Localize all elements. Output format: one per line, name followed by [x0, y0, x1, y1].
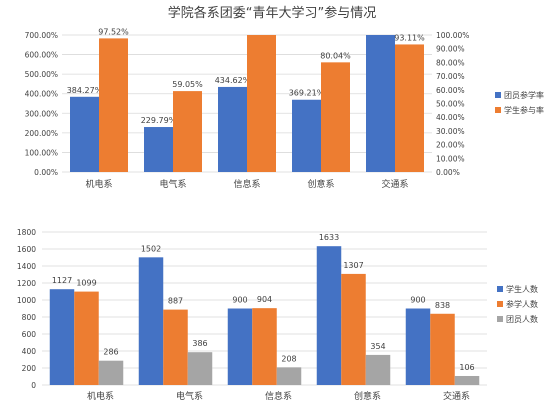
chart1-right-tick-label: 80.00% — [436, 58, 465, 67]
chart1-category-label: 创意系 — [307, 178, 334, 190]
chart2-legend-label: 团员人数 — [506, 314, 538, 324]
chart1-bar — [99, 38, 128, 172]
chart2-data-label: 1633 — [319, 233, 339, 242]
chart2-category-label: 电气系 — [176, 390, 203, 402]
chart1-left-tick-label: 100.00% — [25, 148, 58, 157]
chart1-bar — [395, 44, 424, 172]
chart1-right-tick-label: 40.00% — [436, 113, 465, 122]
chart1-left-tick-label: 400.00% — [25, 90, 58, 99]
chart1-right-tick-label: 50.00% — [436, 100, 465, 109]
chart1-data-label: 434.62% — [215, 76, 251, 85]
chart1-bar — [247, 35, 276, 172]
chart2-bar — [138, 257, 164, 385]
chart2-legend-swatch — [497, 286, 503, 292]
chart2-bar — [430, 313, 455, 385]
chart1-right-tick-label: 10.00% — [436, 154, 465, 163]
chart1-left-tick-label: 700.00% — [25, 31, 58, 40]
chart1-category-label: 机电系 — [85, 178, 112, 190]
chart2-bar — [252, 308, 277, 385]
chart2-data-label: 904 — [257, 295, 272, 304]
chart2-bar — [227, 308, 253, 385]
chart2-category-label: 机电系 — [87, 390, 114, 402]
chart1-data-label: 93.11% — [394, 33, 425, 42]
chart2-category-label: 信息系 — [265, 390, 292, 402]
chart2-tick-label: 1400 — [17, 262, 36, 271]
chart1-bar — [321, 62, 350, 172]
chart2-legend-swatch — [497, 316, 503, 322]
chart1-legend-label: 团员参学率 — [504, 90, 544, 100]
chart2-data-label: 900 — [232, 296, 247, 305]
chart2-bar — [365, 354, 391, 385]
chart1-left-tick-label: 500.00% — [25, 70, 58, 79]
chart1-right-tick-label: 100.00% — [436, 31, 469, 40]
chart1-left-tick-label: 0.00% — [34, 168, 58, 177]
chart2-bar — [316, 246, 342, 385]
chart2-legend-label: 参学人数 — [506, 299, 538, 309]
chart2-bar — [187, 352, 213, 385]
chart1-left-tick-label: 300.00% — [25, 109, 58, 118]
chart2-data-label: 1502 — [141, 244, 161, 253]
chart1-data-label: 59.05% — [172, 80, 203, 89]
chart2-tick-label: 400 — [22, 347, 37, 356]
chart1-bar — [70, 96, 99, 172]
chart1-data-label: 229.79% — [141, 116, 177, 125]
chart2-category-label: 交通系 — [443, 390, 470, 402]
chart2-legend-swatch — [497, 301, 503, 307]
chart2-tick-label: 600 — [22, 330, 37, 339]
chart1-data-label: 80.04% — [320, 51, 351, 60]
chart2-data-label: 208 — [281, 354, 296, 363]
chart1-right-tick-label: 20.00% — [436, 141, 465, 150]
chart1-legend-label: 学生参与率 — [504, 105, 544, 115]
chart2-tick-label: 800 — [22, 313, 37, 322]
chart1-category-label: 交通系 — [381, 178, 408, 190]
chart1-left-tick-label: 600.00% — [25, 51, 58, 60]
chart1-right-tick-label: 30.00% — [436, 127, 465, 136]
chart2-bar — [341, 273, 366, 385]
chart1-legend-swatch — [495, 92, 501, 98]
chart2-data-label: 887 — [168, 297, 183, 306]
chart1-category-label: 信息系 — [233, 178, 260, 190]
chart2-bar — [163, 309, 188, 385]
chart2-data-label: 900 — [410, 296, 425, 305]
chart1-bar — [292, 99, 321, 172]
chart1-right-tick-label: 70.00% — [436, 72, 465, 81]
chart2-data-label: 838 — [435, 301, 450, 310]
chart2-bar — [49, 289, 75, 385]
chart1-category-label: 电气系 — [159, 178, 186, 190]
chart2-bar — [405, 308, 431, 385]
chart2-tick-label: 1600 — [17, 245, 36, 254]
chart1-bar — [218, 86, 247, 172]
chart2-tick-label: 1800 — [17, 228, 36, 237]
chart2-data-label: 286 — [103, 348, 118, 357]
chart1-right-tick-label: 60.00% — [436, 86, 465, 95]
chart2-tick-label: 200 — [22, 364, 37, 373]
chart1-data-label: 97.52% — [98, 27, 129, 36]
chart2-bar — [276, 367, 302, 385]
chart2-data-label: 354 — [370, 342, 385, 351]
chart1-bar — [366, 35, 395, 172]
chart2-bar — [98, 360, 124, 385]
chart2-data-label: 1307 — [343, 261, 363, 270]
chart2-bar — [454, 375, 480, 385]
chart2-data-label: 1099 — [76, 279, 96, 288]
chart1-bar — [144, 127, 173, 172]
chart1-right-tick-label: 90.00% — [436, 45, 465, 54]
chart2-legend-label: 学生人数 — [506, 284, 538, 294]
chart2-data-label: 106 — [459, 363, 474, 372]
chart2-data-label: 386 — [192, 339, 207, 348]
chart1-title: 学院各系团委“青年大学习”参与情况 — [168, 5, 376, 21]
chart1-data-label: 384.27% — [67, 86, 103, 95]
chart1-bar — [173, 91, 202, 172]
chart2-data-label: 1127 — [52, 276, 72, 285]
chart1-left-tick-label: 200.00% — [25, 129, 58, 138]
chart1-legend-swatch — [495, 107, 501, 113]
chart2-tick-label: 1200 — [17, 279, 36, 288]
chart2-tick-label: 0 — [31, 381, 36, 390]
chart1-right-tick-label: 0.00% — [436, 168, 460, 177]
chart2-tick-label: 1000 — [17, 296, 36, 305]
chart1-data-label: 369.21% — [289, 89, 325, 98]
chart2-bar — [74, 291, 99, 385]
chart2-category-label: 创意系 — [354, 390, 381, 402]
